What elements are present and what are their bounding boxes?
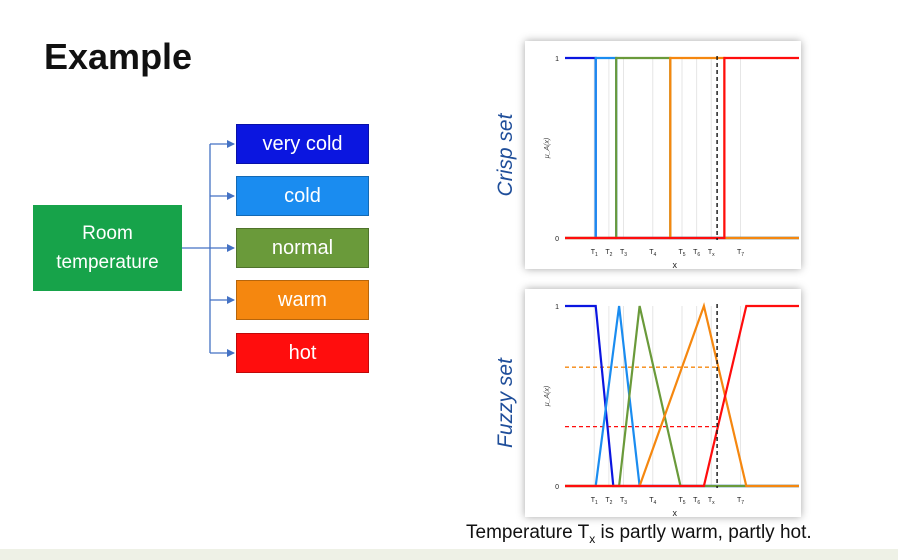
fuzzy-xtick-label: Tx [708,497,715,506]
root-label-line-1: Room [82,223,133,244]
fuzzy-series-line [565,304,799,488]
fuzzy-xtick-label: T3 [620,497,627,506]
bottom-band [0,549,898,560]
crisp-xtick-label: T4 [649,249,656,258]
fuzzy-xtick-label: T4 [649,497,656,506]
crisp-xtick-label: T7 [737,249,744,258]
crisp-ylabel: μ_A(x) [544,138,551,160]
crisp-xtick-label: T2 [605,249,612,258]
fuzzy-xtick-label: T7 [737,497,744,506]
category-normal: normal [236,228,369,268]
crisp-series-line [565,56,799,240]
caption-subscript: x [589,531,596,546]
fuzzy-ylabel: μ_A(x) [544,386,551,408]
crisp-xtick-label: T3 [620,249,627,258]
crisp-xtick-label: Tx [708,249,715,258]
category-label: warm [278,288,327,311]
fuzzy-set-chart: 0 1 μ_A(x)x T1 T2 T3 T4 T5 T6 Tx T7 [544,302,799,518]
caption-prefix: Temperature T [466,522,590,543]
room-temperature-node: Room temperature [33,205,182,291]
fuzzy-xtick-label: T5 [678,497,685,506]
crisp-ytick-label: 1 [555,56,559,63]
crisp-xtick-label: T1 [591,249,598,258]
crisp-ytick-label: 0 [555,236,559,243]
fuzzy-xtick-label: T1 [591,497,598,506]
category-cold: cold [236,176,369,216]
fuzzy-ytick-label: 0 [555,484,559,491]
crisp-xtick-label: T5 [678,249,685,258]
crisp-xlabel: x [673,260,678,269]
category-very-cold: very cold [236,124,369,164]
caption: Temperature Tx is partly warm, partly ho… [466,522,812,546]
crisp-set-chart: 0 1 μ_A(x)x T1 T2 T3 T4 T5 T6 Tx T7 [544,56,799,270]
fuzzy-xlabel: x [673,508,678,517]
category-label: very cold [262,132,343,155]
category-hot: hot [236,333,369,373]
category-label: hot [288,341,317,364]
crisp-chart-card: 0 1 μ_A(x)x T1 T2 T3 T4 T5 T6 Tx T7 [525,41,801,270]
slide-title: Example [44,36,193,77]
fuzzy-set-label: Fuzzy set [494,358,517,448]
fuzzy-ytick-label: 1 [555,304,559,311]
fuzzy-chart-card: 0 1 μ_A(x)x T1 T2 T3 T4 T5 T6 Tx T7 [525,289,801,518]
fuzzy-xtick-label: T2 [605,497,612,506]
category-label: cold [284,184,321,207]
crisp-set-label: Crisp set [494,113,517,197]
category-label: normal [271,236,334,259]
caption-suffix: is partly warm, partly hot. [595,522,812,543]
category-warm: warm [236,280,369,320]
root-label-line-2: temperature [56,252,159,273]
crisp-xtick-label: T6 [693,249,700,258]
fuzzy-xtick-label: T6 [693,497,700,506]
